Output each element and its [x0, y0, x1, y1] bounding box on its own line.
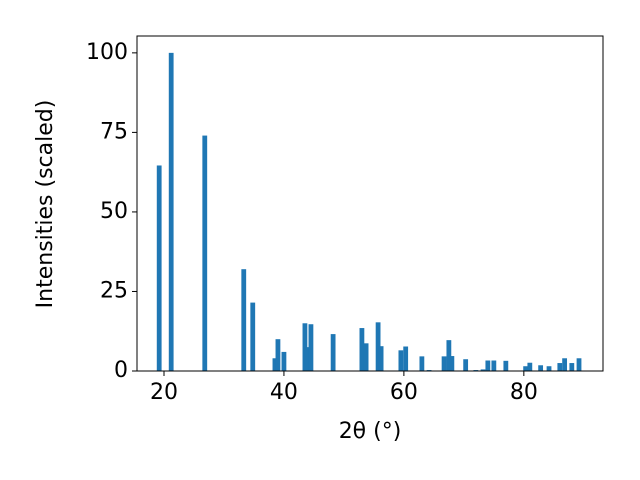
- y-axis-label: Intensities (scaled): [33, 100, 58, 309]
- y-tick-label: 0: [114, 358, 128, 383]
- bar: [546, 366, 552, 371]
- bar: [485, 360, 491, 371]
- bar: [562, 358, 568, 371]
- bar: [275, 339, 281, 371]
- bar: [523, 366, 529, 371]
- bar: [403, 346, 409, 371]
- bar: [375, 322, 381, 371]
- bar: [308, 324, 314, 371]
- bar: [463, 359, 469, 371]
- bar: [272, 358, 278, 371]
- bar: [304, 347, 310, 371]
- bar: [527, 362, 533, 371]
- x-tick-label: 80: [510, 380, 538, 405]
- bar: [419, 356, 425, 371]
- bar: [156, 165, 162, 371]
- x-axis-label: 2θ (°): [339, 419, 402, 444]
- bar: [330, 334, 336, 371]
- x-tick-label: 60: [390, 380, 418, 405]
- bar: [202, 135, 208, 371]
- bar: [480, 369, 486, 371]
- bar: [250, 302, 256, 371]
- bar: [398, 350, 404, 371]
- bar: [363, 343, 369, 371]
- y-tick-label: 50: [100, 199, 128, 224]
- y-tick-label: 75: [100, 119, 128, 144]
- bar: [557, 363, 563, 371]
- x-tick-label: 40: [270, 380, 298, 405]
- bar: [441, 356, 447, 371]
- plot-frame: [136, 35, 604, 372]
- bar: [569, 363, 575, 371]
- bar: [281, 351, 287, 371]
- bar: [446, 340, 452, 371]
- bar: [378, 346, 384, 371]
- x-tick-label: 20: [150, 380, 178, 405]
- bar: [168, 52, 174, 371]
- bar: [503, 360, 509, 371]
- bar: [538, 365, 544, 371]
- bar: [491, 360, 497, 371]
- y-tick-label: 100: [86, 40, 128, 65]
- bar: [449, 356, 455, 371]
- y-tick-label: 25: [100, 278, 128, 303]
- bar: [241, 269, 247, 371]
- bar: [576, 358, 582, 371]
- bar: [359, 328, 365, 371]
